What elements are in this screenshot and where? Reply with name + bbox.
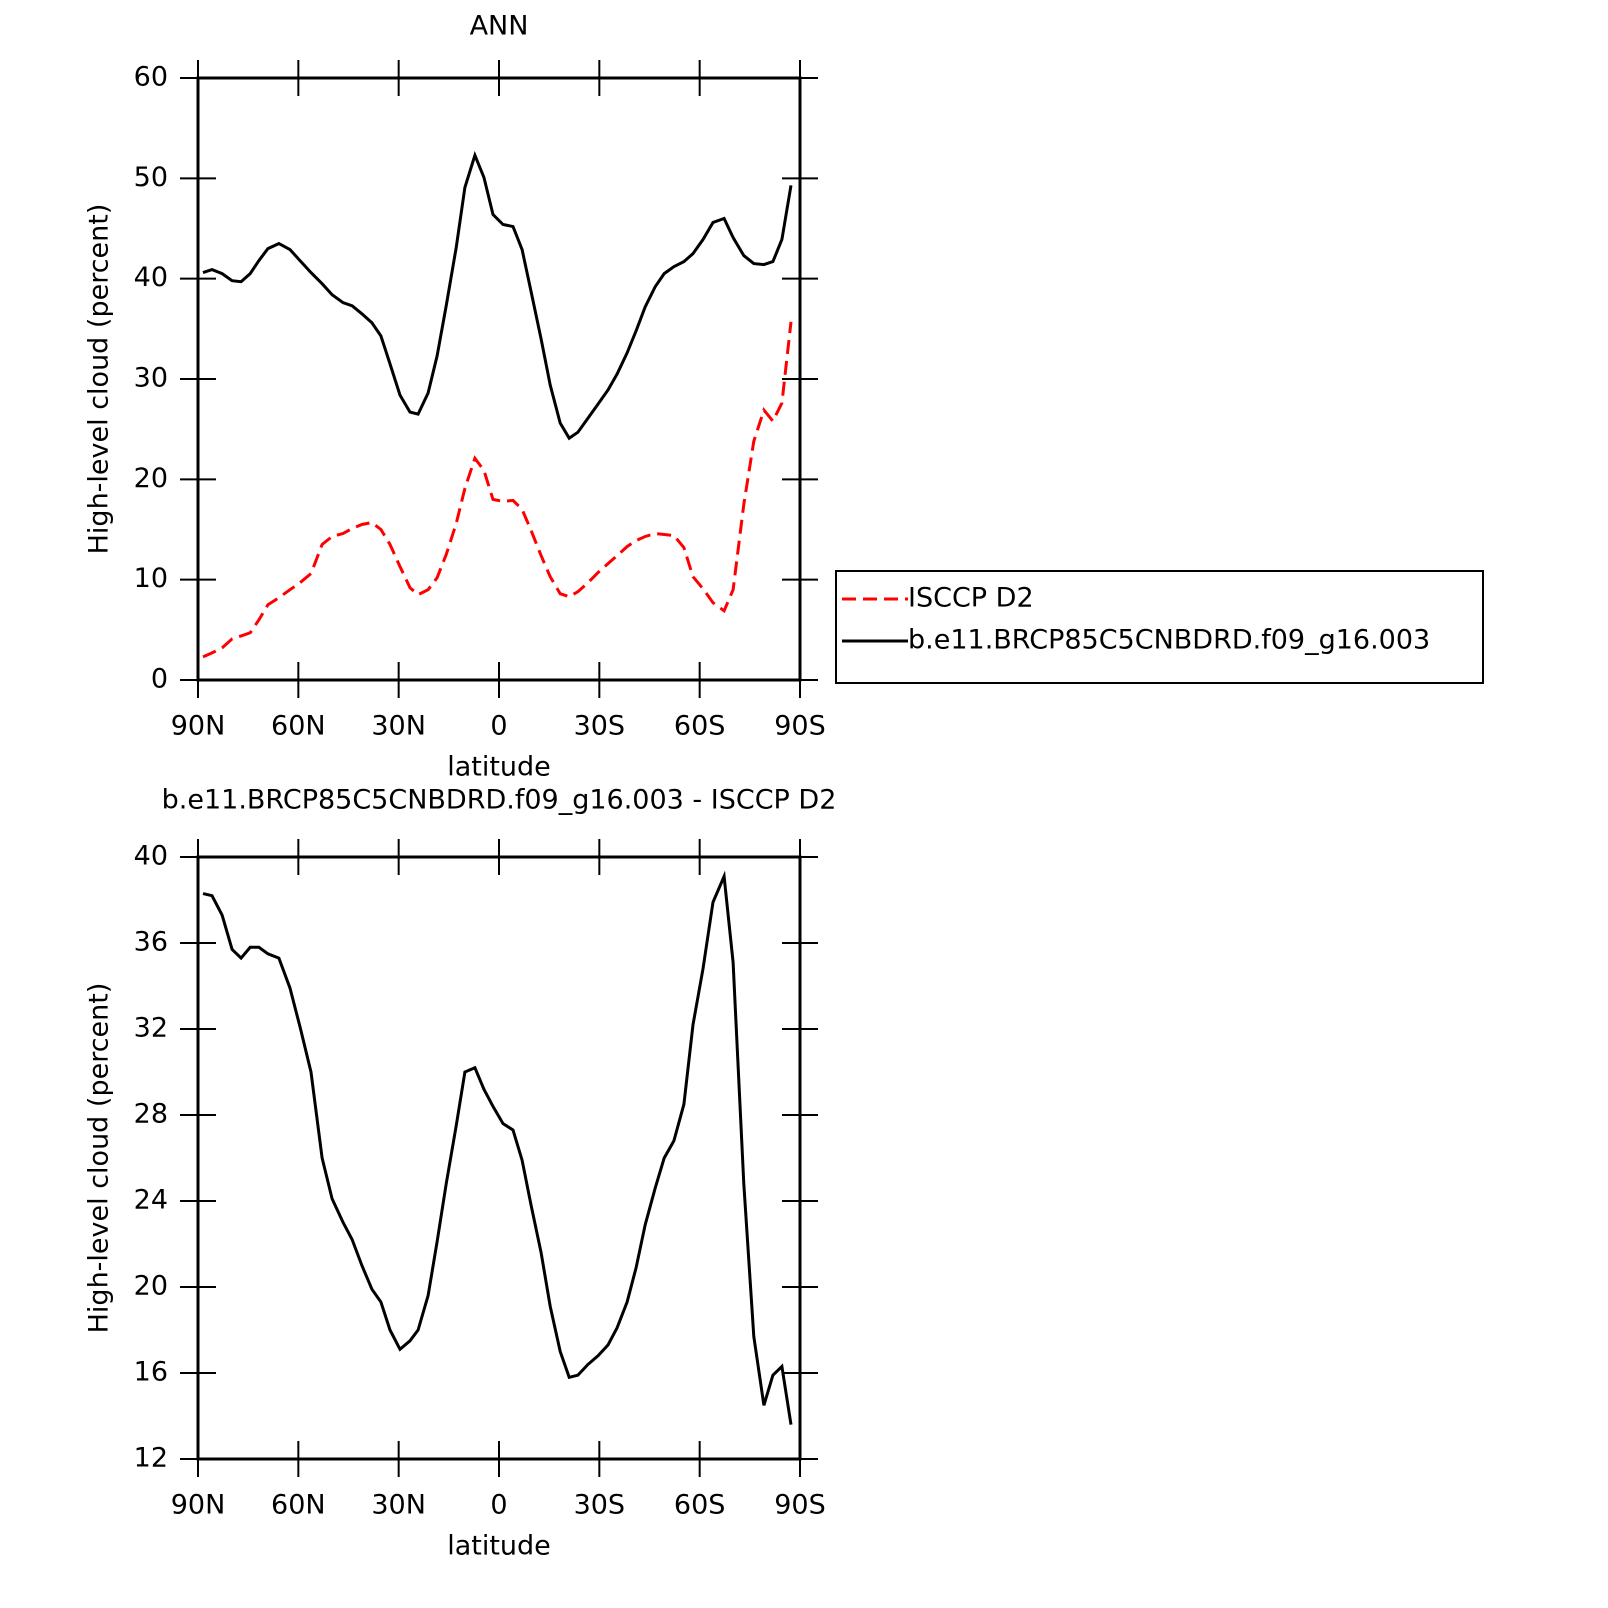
- x-tick-label: 0: [490, 1490, 507, 1521]
- x-tick-label: 60N: [271, 711, 326, 742]
- x-tick-label: 30N: [371, 1490, 426, 1521]
- x-tick-label: 60N: [271, 1490, 326, 1521]
- y-axis-label: High-level cloud (percent): [84, 983, 115, 1334]
- y-tick-label: 32: [134, 1013, 168, 1044]
- y-tick-label: 0: [151, 664, 168, 695]
- y-tick-label: 60: [134, 62, 168, 93]
- legend-label: ISCCP D2: [908, 583, 1034, 614]
- y-tick-label: 16: [134, 1357, 168, 1388]
- x-tick-label: 90S: [774, 711, 826, 742]
- y-tick-label: 50: [134, 162, 168, 193]
- data-line: [202, 150, 793, 441]
- x-tick-label: 30S: [574, 1490, 626, 1521]
- x-tick-label: 30N: [371, 711, 426, 742]
- y-tick-label: 24: [134, 1185, 168, 1216]
- plot-frame: [196, 855, 802, 1461]
- y-tick-label: 40: [134, 262, 168, 293]
- y-tick-label: 20: [134, 1271, 168, 1302]
- data-line: [202, 321, 793, 659]
- x-axis-label: latitude: [447, 1531, 551, 1562]
- y-tick-label: 30: [134, 363, 168, 394]
- y-axis-label: High-level cloud (percent): [84, 204, 115, 555]
- x-tick-label: 60S: [674, 711, 726, 742]
- x-tick-label: 30S: [574, 711, 626, 742]
- y-tick-label: 40: [134, 841, 168, 872]
- x-tick-label: 90N: [171, 1490, 226, 1521]
- legend-label: b.e11.BRCP85C5CNBDRD.f09_g16.003: [908, 625, 1430, 656]
- y-tick-label: 36: [134, 927, 168, 958]
- y-tick-label: 10: [134, 563, 168, 594]
- x-tick-label: 60S: [674, 1490, 726, 1521]
- chart-title: ANN: [470, 11, 529, 42]
- y-tick-label: 28: [134, 1099, 168, 1130]
- x-tick-label: 0: [490, 711, 507, 742]
- x-tick-label: 90S: [774, 1490, 826, 1521]
- y-tick-label: 12: [134, 1443, 168, 1474]
- chart-title: b.e11.BRCP85C5CNBDRD.f09_g16.003 - ISCCP…: [162, 785, 837, 816]
- x-tick-label: 90N: [171, 711, 226, 742]
- y-tick-label: 20: [134, 463, 168, 494]
- x-axis-label: latitude: [447, 752, 551, 783]
- legend-box: [835, 570, 1484, 684]
- data-line: [202, 870, 793, 1425]
